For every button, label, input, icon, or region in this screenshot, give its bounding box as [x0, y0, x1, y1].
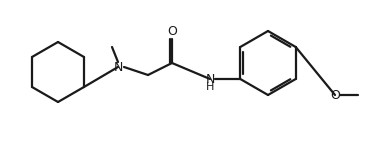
Text: H: H	[206, 82, 214, 92]
Text: O: O	[330, 88, 340, 101]
Text: O: O	[167, 25, 177, 37]
Text: N: N	[113, 61, 123, 74]
Text: N: N	[205, 72, 215, 86]
